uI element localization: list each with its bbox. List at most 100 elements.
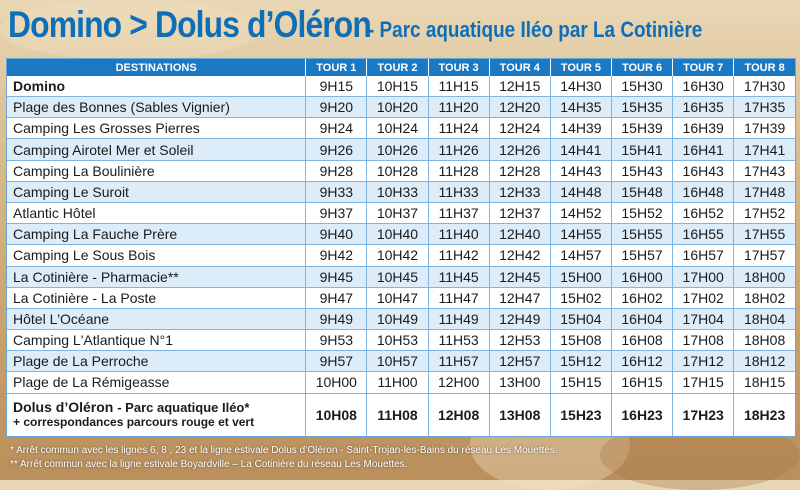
time-cell: 15H30 bbox=[611, 76, 674, 98]
time-cell: 14H39 bbox=[550, 117, 612, 140]
time-cell: 10H28 bbox=[366, 160, 429, 182]
time-cell: 17H41 bbox=[733, 138, 795, 161]
time-cell: 9H40 bbox=[305, 223, 368, 246]
time-cell: 14H41 bbox=[550, 138, 612, 161]
time-cell: 18H02 bbox=[733, 287, 795, 309]
time-cell: 15H41 bbox=[611, 138, 674, 161]
time-cell: 15H15 bbox=[550, 371, 612, 394]
time-cell: 12H42 bbox=[489, 244, 551, 267]
time-cell: 11H08 bbox=[366, 393, 429, 436]
time-cell: 11H45 bbox=[428, 266, 490, 288]
time-cell: 17H39 bbox=[733, 117, 795, 140]
time-cell: 12H47 bbox=[489, 287, 551, 309]
destination-cell: Domino bbox=[7, 76, 307, 98]
time-cell: 16H41 bbox=[672, 138, 735, 161]
time-cell: 11H26 bbox=[428, 138, 490, 161]
time-cell: 12H53 bbox=[489, 329, 551, 352]
time-cell: 17H30 bbox=[733, 76, 795, 98]
time-cell: 11H42 bbox=[428, 244, 490, 267]
time-cell: 15H52 bbox=[611, 202, 674, 225]
table-row: La Cotinière - Pharmacie** 9H45 10H45 11H45… bbox=[7, 266, 795, 288]
time-cell: 14H55 bbox=[550, 223, 612, 246]
time-cell: 17H02 bbox=[672, 287, 735, 309]
time-cell: 18H15 bbox=[733, 371, 795, 394]
destination-cell: La Cotinière - La Poste bbox=[7, 287, 307, 309]
time-cell: 9H47 bbox=[305, 287, 368, 309]
destination-cell: Camping Le Suroit bbox=[7, 181, 307, 204]
time-cell: 10H08 bbox=[305, 393, 368, 436]
time-cell: 15H23 bbox=[550, 393, 612, 436]
time-cell: 16H35 bbox=[672, 96, 735, 119]
time-cell: 12H20 bbox=[489, 96, 551, 119]
title-main: Domino > Dolus d’Oléron bbox=[8, 4, 372, 45]
time-cell: 12H49 bbox=[489, 308, 551, 331]
time-cell: 18H08 bbox=[733, 329, 795, 352]
time-cell: 15H02 bbox=[550, 287, 612, 309]
time-cell: 14H43 bbox=[550, 160, 612, 182]
time-cell: 12H26 bbox=[489, 138, 551, 161]
time-cell: 16H00 bbox=[611, 266, 674, 288]
table-row: Plage de La Perroche 9H57 10H57 11H57 12H57 1… bbox=[7, 350, 795, 373]
time-cell: 10H33 bbox=[366, 181, 429, 204]
time-cell: 16H23 bbox=[611, 393, 674, 436]
destination-cell: Camping L'Atlantique N°1 bbox=[7, 329, 307, 352]
time-cell: 11H57 bbox=[428, 350, 490, 373]
time-cell: 9H26 bbox=[305, 138, 368, 161]
time-cell: 10H00 bbox=[305, 371, 368, 394]
time-cell: 11H20 bbox=[428, 96, 490, 119]
time-cell: 14H57 bbox=[550, 244, 612, 267]
time-cell: 17H15 bbox=[672, 371, 735, 394]
time-cell: 16H43 bbox=[672, 160, 735, 182]
table-row: Camping L'Atlantique N°1 9H53 10H53 11H53 12… bbox=[7, 329, 795, 352]
destination-cell: Camping Airotel Mer et Soleil bbox=[7, 138, 307, 161]
sand-texture bbox=[0, 0, 260, 60]
time-cell: 14H30 bbox=[550, 76, 612, 98]
time-cell: 18H04 bbox=[733, 308, 795, 331]
time-cell: 17H43 bbox=[733, 160, 795, 182]
destination-cell: Camping La Fauche Prère bbox=[7, 223, 307, 246]
time-cell: 9H57 bbox=[305, 350, 368, 373]
destination-cell: Camping Les Grosses Pierres bbox=[7, 117, 307, 140]
table-row: Domino 9H15 10H15 11H15 12H15 14H30 15H30 16H30… bbox=[7, 76, 795, 98]
destination-cell: La Cotinière - Pharmacie** bbox=[7, 266, 307, 288]
table-row: Camping Le Suroit 9H33 10H33 11H33 12H33 14H4… bbox=[7, 181, 795, 204]
timetable-body: Domino 9H15 10H15 11H15 12H15 14H30 15H30 16H30… bbox=[7, 76, 795, 436]
time-cell: 10H26 bbox=[366, 138, 429, 161]
time-cell: 17H35 bbox=[733, 96, 795, 119]
time-cell: 11H47 bbox=[428, 287, 490, 309]
table-row: Atlantic Hôtel 9H37 10H37 11H37 12H37 14H52 15… bbox=[7, 202, 795, 225]
time-cell: 13H00 bbox=[489, 371, 551, 394]
time-cell: 10H40 bbox=[366, 223, 429, 246]
header-tour: TOUR 5 bbox=[550, 59, 612, 76]
time-cell: 10H24 bbox=[366, 117, 429, 140]
time-cell: 15H12 bbox=[550, 350, 612, 373]
destination-cell: Atlantic Hôtel bbox=[7, 202, 307, 225]
time-cell: 15H55 bbox=[611, 223, 674, 246]
time-cell: 16H02 bbox=[611, 287, 674, 309]
time-cell: 9H24 bbox=[305, 117, 368, 140]
time-cell: 17H12 bbox=[672, 350, 735, 373]
time-cell: 15H48 bbox=[611, 181, 674, 204]
time-cell: 12H00 bbox=[428, 371, 490, 394]
header-tour: TOUR 7 bbox=[672, 59, 735, 76]
time-cell: 16H52 bbox=[672, 202, 735, 225]
final-destination-name: Dolus d’Oléron bbox=[13, 399, 114, 416]
time-cell: 17H55 bbox=[733, 223, 795, 246]
time-cell: 18H12 bbox=[733, 350, 795, 373]
time-cell: 16H48 bbox=[672, 181, 735, 204]
time-cell: 16H30 bbox=[672, 76, 735, 98]
time-cell: 12H33 bbox=[489, 181, 551, 204]
header-tour: TOUR 4 bbox=[489, 59, 551, 76]
time-cell: 10H20 bbox=[366, 96, 429, 119]
time-cell: 15H04 bbox=[550, 308, 612, 331]
time-cell: 17H23 bbox=[672, 393, 735, 436]
table-row: Camping La Boulinière 9H28 10H28 11H28 12H28… bbox=[7, 160, 795, 182]
time-cell: 12H37 bbox=[489, 202, 551, 225]
time-cell: 11H33 bbox=[428, 181, 490, 204]
time-cell: 14H35 bbox=[550, 96, 612, 119]
time-cell: 12H15 bbox=[489, 76, 551, 98]
time-cell: 17H00 bbox=[672, 266, 735, 288]
title-subtitle: - Parc aquatique Iléo par La Cotinière bbox=[368, 17, 703, 42]
time-cell: 16H55 bbox=[672, 223, 735, 246]
table-row: Camping Airotel Mer et Soleil 9H26 10H26 11… bbox=[7, 138, 795, 161]
